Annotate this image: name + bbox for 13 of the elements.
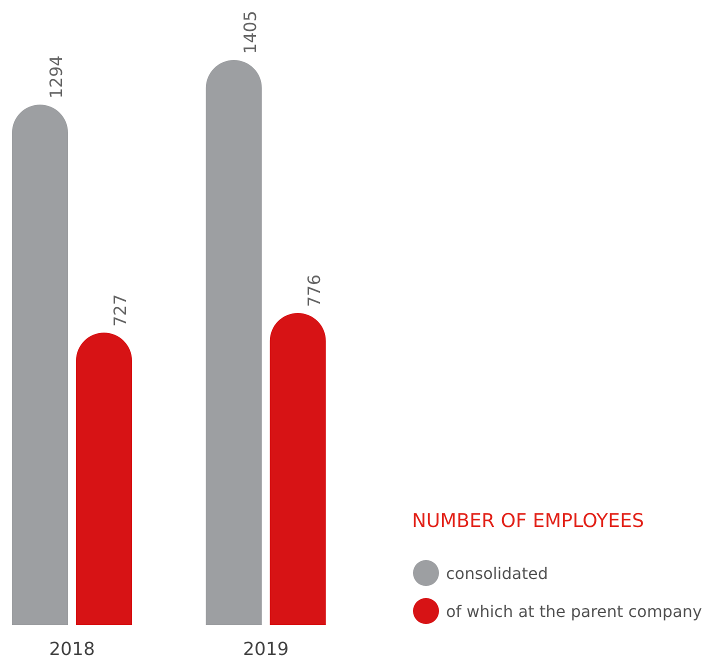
bar <box>270 313 326 625</box>
x-tick-label: 2019 <box>242 639 289 660</box>
data-label: 727 <box>111 294 131 327</box>
bar <box>206 60 262 625</box>
x-tick-label: 2018 <box>49 639 95 660</box>
legend-label: of which at the parent company <box>446 602 702 621</box>
data-label: 1294 <box>47 55 67 99</box>
data-label: 776 <box>304 274 325 307</box>
text: NUMBER OF EMPLOYEES <box>412 510 644 532</box>
data-label: 1405 <box>240 10 261 54</box>
legend-label: consolidated <box>446 564 548 583</box>
bar <box>12 104 68 625</box>
bar <box>76 332 132 625</box>
